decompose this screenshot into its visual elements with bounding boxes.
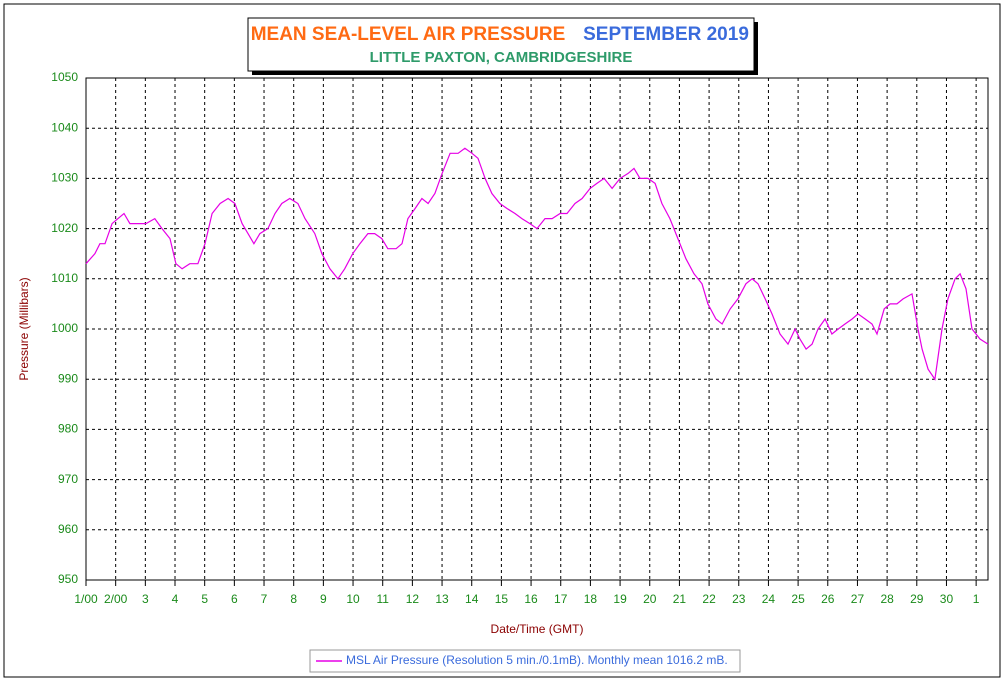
y-tick-label: 960 — [58, 522, 78, 536]
x-tick-label: 11 — [376, 592, 389, 606]
x-tick-label: 24 — [762, 592, 776, 606]
chart-subtitle: LITTLE PAXTON, CAMBRIDGESHIRE — [370, 49, 633, 66]
y-tick-label: 1050 — [51, 70, 78, 84]
x-tick-label: 17 — [554, 592, 568, 606]
x-tick-label: 10 — [346, 592, 360, 606]
legend-label: MSL Air Pressure (Resolution 5 min./0.1m… — [346, 653, 728, 667]
y-tick-label: 990 — [58, 371, 78, 385]
y-axis-label: Pressure (Millibars) — [17, 277, 31, 380]
x-tick-label: 15 — [495, 592, 509, 606]
x-tick-label: 13 — [435, 592, 449, 606]
data-line — [85, 147, 989, 381]
y-tick-label: 950 — [58, 572, 78, 586]
y-tick-label: 1020 — [51, 221, 78, 235]
y-tick-label: 1000 — [51, 321, 78, 335]
chart-title-period: SEPTEMBER 2019 — [583, 24, 749, 45]
chart-title: MEAN SEA-LEVEL AIR PRESSURE — [251, 24, 566, 45]
x-tick-label: 1/00 — [74, 592, 98, 606]
x-tick-label: 4 — [172, 592, 179, 606]
x-tick-label: 1 — [973, 592, 980, 606]
x-tick-label: 16 — [524, 592, 538, 606]
x-tick-label: 25 — [791, 592, 805, 606]
x-tick-label: 23 — [732, 592, 746, 606]
title-box — [247, 17, 755, 72]
x-tick-label: 9 — [320, 592, 327, 606]
plot-border — [85, 77, 989, 581]
x-tick-label: 26 — [821, 592, 835, 606]
x-tick-label: 29 — [910, 592, 924, 606]
x-tick-label: 19 — [613, 592, 627, 606]
x-tick-label: 5 — [201, 592, 208, 606]
x-tick-label: 28 — [880, 592, 894, 606]
x-tick-label: 21 — [673, 592, 687, 606]
x-tick-label: 20 — [643, 592, 657, 606]
x-tick-label: 12 — [406, 592, 420, 606]
y-tick-label: 1010 — [51, 271, 78, 285]
x-tick-label: 22 — [702, 592, 716, 606]
x-tick-label: 7 — [261, 592, 268, 606]
x-tick-label: 27 — [851, 592, 865, 606]
x-tick-label: 30 — [940, 592, 954, 606]
y-tick-label: 980 — [58, 422, 78, 436]
x-axis-label: Date/Time (GMT) — [491, 622, 584, 636]
x-tick-label: 18 — [584, 592, 598, 606]
y-tick-label: 1030 — [51, 171, 78, 185]
x-tick-label: 2/00 — [104, 592, 128, 606]
x-tick-label: 14 — [465, 592, 479, 606]
x-tick-label: 6 — [231, 592, 238, 606]
legend-box — [309, 649, 741, 673]
x-tick-label: 3 — [142, 592, 149, 606]
y-tick-label: 970 — [58, 472, 78, 486]
y-tick-label: 1040 — [51, 120, 78, 134]
x-tick-label: 8 — [290, 592, 297, 606]
